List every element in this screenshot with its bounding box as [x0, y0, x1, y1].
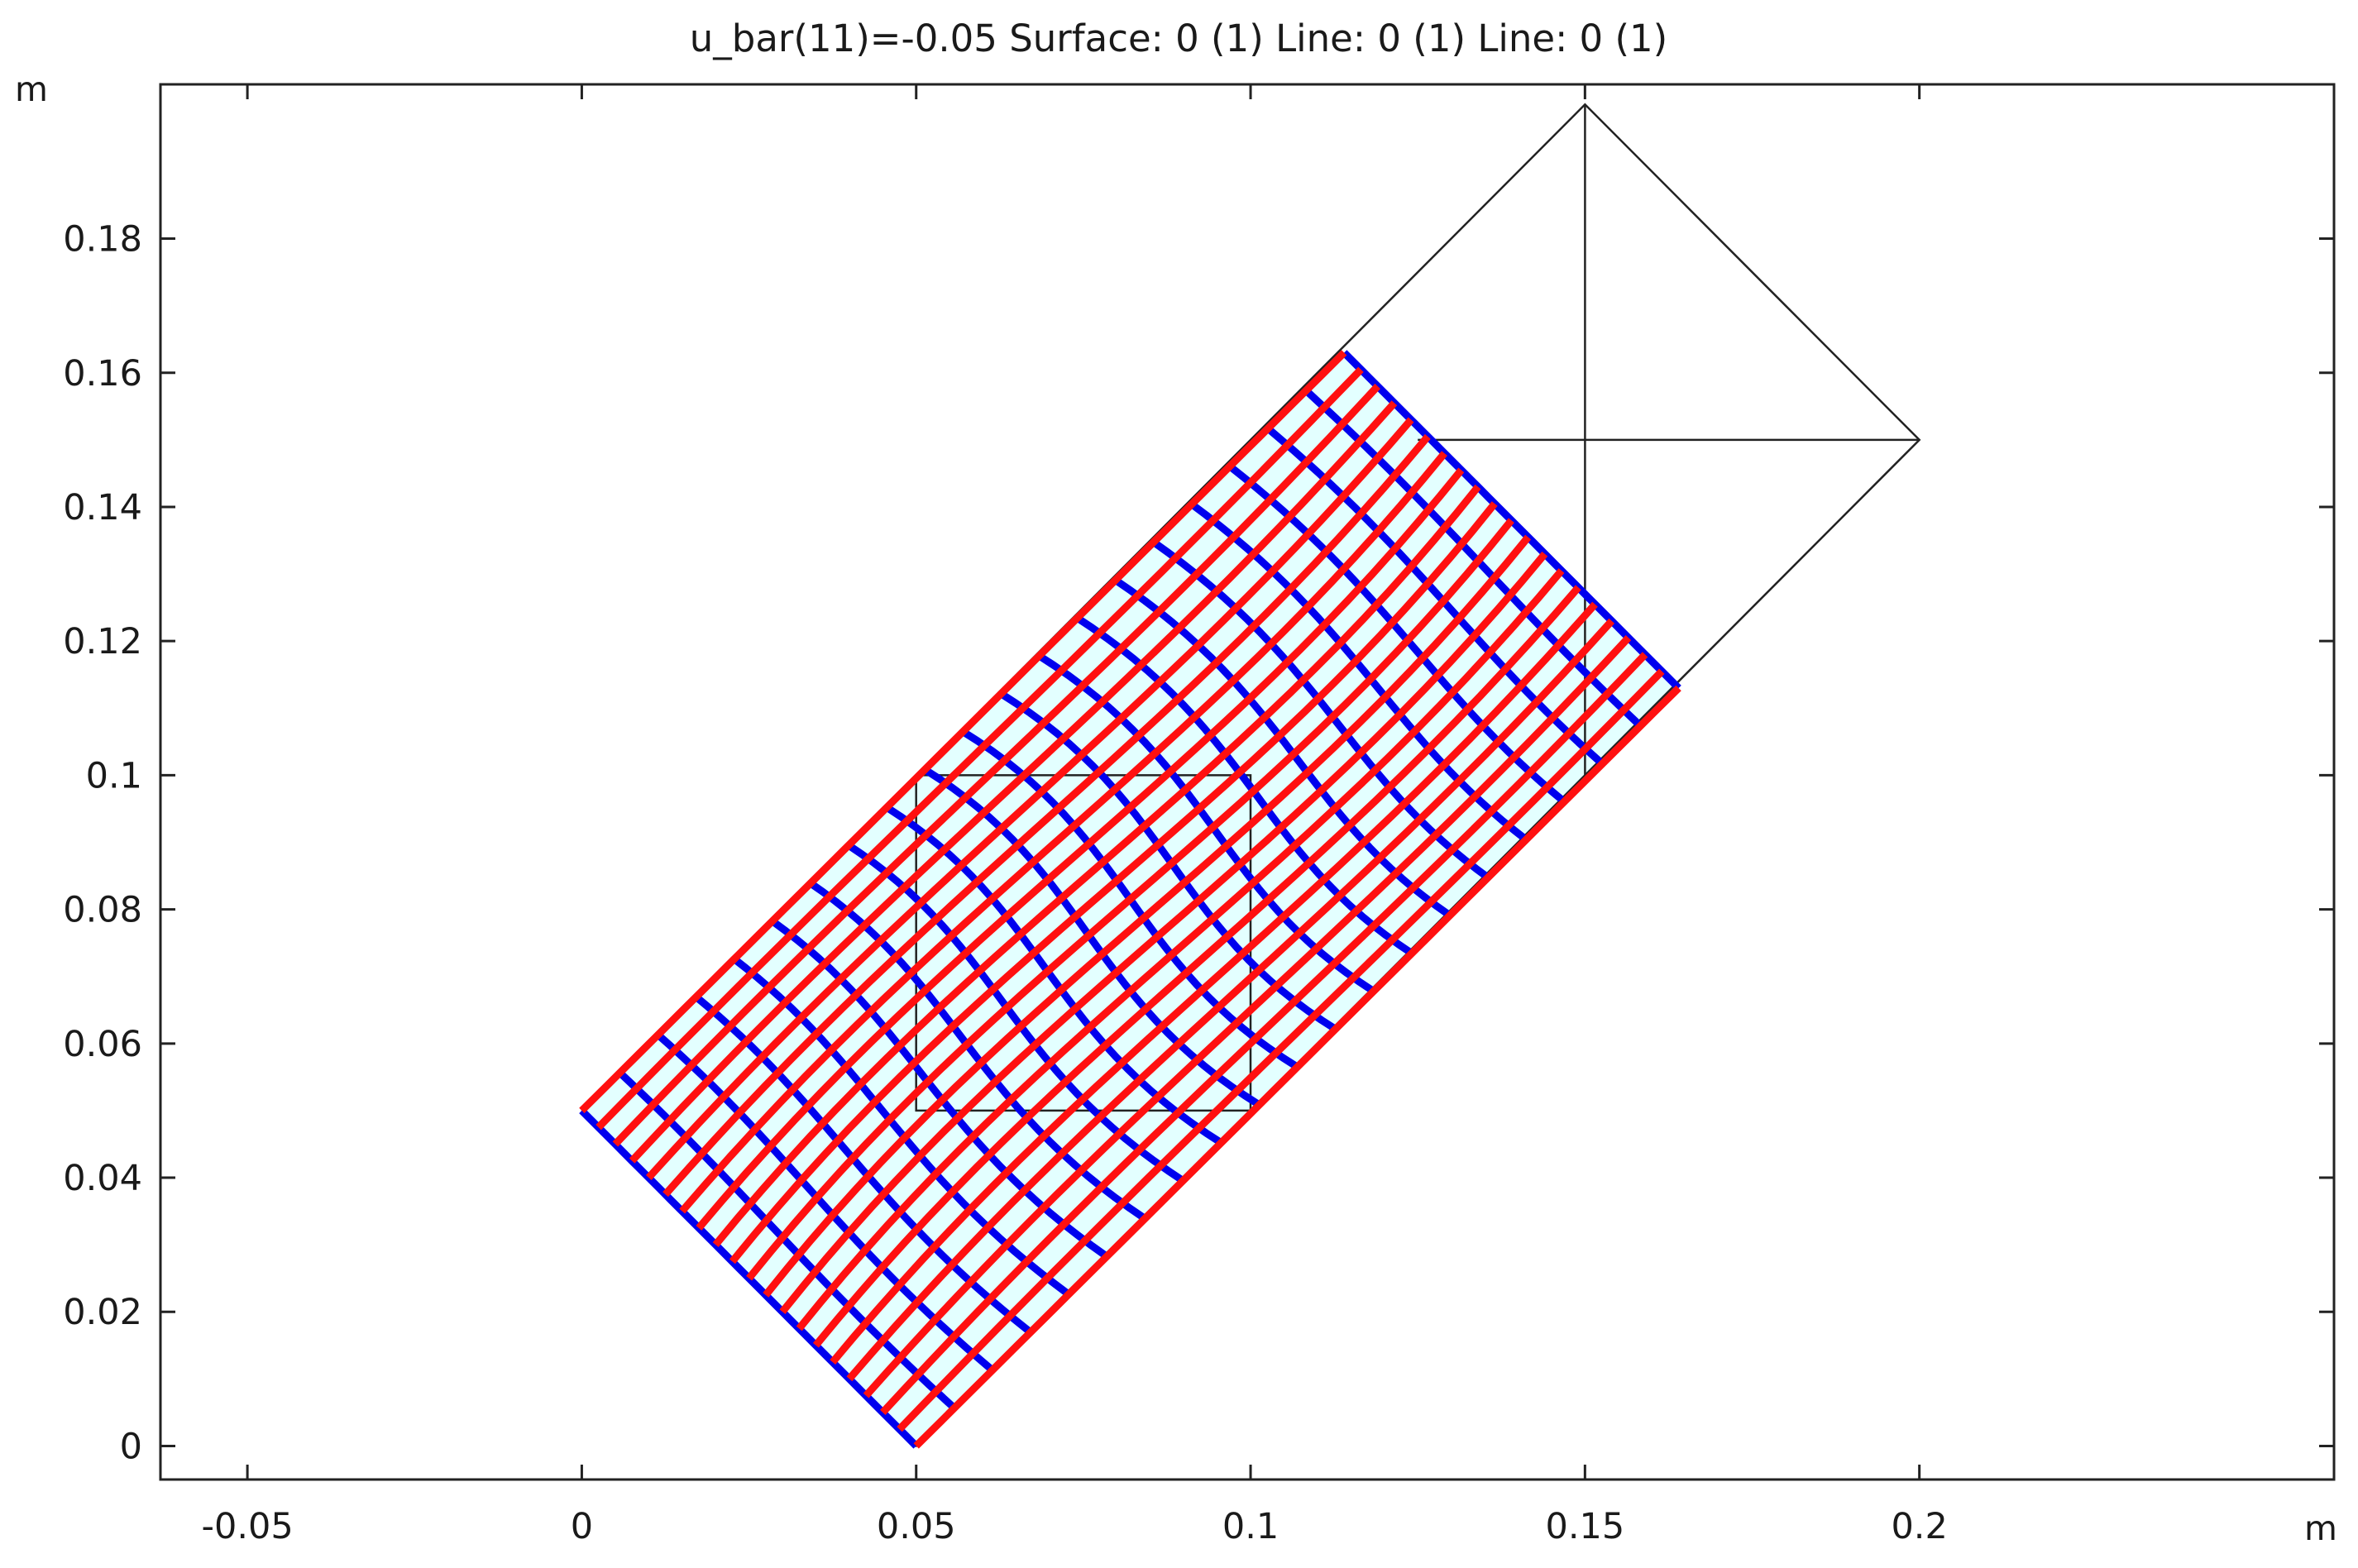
red-mesh-line: [779, 551, 1548, 1315]
y-tick-label: 0.04: [63, 1158, 142, 1199]
plot-area: [579, 103, 1921, 1449]
red-mesh-line: [846, 618, 1615, 1382]
y-axis-unit: m: [15, 69, 48, 109]
y-tick-label: 0.18: [63, 219, 142, 261]
red-mesh-line: [645, 417, 1414, 1181]
x-tick-label: -0.05: [201, 1506, 293, 1547]
plot-frame: [159, 83, 2336, 1481]
y-tick-label: 0.08: [63, 890, 142, 931]
y-tick-label: 0.06: [63, 1024, 142, 1065]
red-mesh-line: [629, 400, 1398, 1164]
x-tick-label: 0.2: [1891, 1506, 1947, 1547]
red-mesh-line: [880, 652, 1648, 1415]
red-mesh-line: [913, 685, 1681, 1449]
x-tick-label: 0.05: [877, 1506, 956, 1547]
red-mesh-line: [863, 635, 1632, 1398]
y-tick-label: 0.02: [63, 1292, 142, 1333]
y-tick-label: 0: [120, 1426, 142, 1467]
y-tick-label: 0.16: [63, 353, 142, 394]
red-mesh-line: [763, 534, 1532, 1298]
x-tick-label: 0.15: [1545, 1506, 1624, 1547]
red-mesh-line: [812, 585, 1581, 1348]
red-mesh-line: [679, 451, 1447, 1214]
red-mesh-line: [595, 366, 1364, 1131]
red-mesh-line: [830, 601, 1598, 1365]
x-tick-label: 0.1: [1222, 1506, 1279, 1547]
red-mesh-line: [746, 518, 1514, 1281]
red-mesh-line: [579, 350, 1347, 1114]
y-tick-label: 0.1: [86, 755, 142, 796]
red-mesh-line: [897, 668, 1665, 1432]
y-tick-label: 0.12: [63, 621, 142, 662]
red-mesh-line: [729, 501, 1498, 1264]
x-tick-label: 0: [571, 1506, 593, 1547]
axis-ticks: -0.05 0 0.05 0.1 0.15 0.2 0 0.02 0.04 0.06 0.08 0.1…: [63, 84, 2334, 1547]
y-tick-label: 0.14: [63, 487, 142, 528]
red-mesh-line: [612, 383, 1380, 1147]
red-mesh-line: [712, 484, 1481, 1247]
x-axis-unit: m: [2304, 1508, 2337, 1548]
red-mesh-line: [662, 433, 1431, 1198]
red-mesh-line: [696, 467, 1465, 1231]
chart-title: u_bar(11)=-0.05 Surface: 0 (1) Line: 0 (…: [690, 17, 1668, 60]
red-mesh-line: [796, 568, 1565, 1331]
